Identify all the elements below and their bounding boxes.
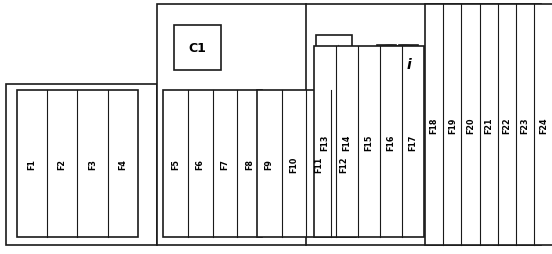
Text: F17: F17 xyxy=(408,134,417,150)
Bar xyxy=(425,5,552,245)
Text: F20: F20 xyxy=(466,117,475,133)
Text: F21: F21 xyxy=(484,117,493,133)
Text: F12: F12 xyxy=(339,156,348,172)
Text: F16: F16 xyxy=(386,134,395,150)
Bar xyxy=(316,36,352,102)
Text: F10: F10 xyxy=(289,156,299,172)
Text: F9: F9 xyxy=(264,158,274,169)
Text: F1: F1 xyxy=(27,158,36,169)
Text: F8: F8 xyxy=(245,158,254,169)
Text: F6: F6 xyxy=(195,158,205,169)
Bar xyxy=(257,90,356,237)
Text: F13: F13 xyxy=(320,134,329,150)
Bar xyxy=(163,90,262,237)
Text: F7: F7 xyxy=(220,158,230,169)
Text: C1: C1 xyxy=(188,42,206,55)
Text: F24: F24 xyxy=(539,117,548,133)
Bar xyxy=(174,25,221,71)
Text: F5: F5 xyxy=(171,158,180,169)
Text: F19: F19 xyxy=(448,117,457,133)
Bar xyxy=(17,90,138,237)
Text: i: i xyxy=(406,58,411,72)
Text: F3: F3 xyxy=(88,158,97,169)
Bar xyxy=(376,46,396,84)
Text: F11: F11 xyxy=(314,156,323,172)
Text: F4: F4 xyxy=(118,158,128,169)
Bar xyxy=(314,47,424,237)
Bar xyxy=(399,46,418,84)
Text: F23: F23 xyxy=(521,117,530,133)
Bar xyxy=(6,85,157,245)
Text: F14: F14 xyxy=(342,134,351,150)
Text: F2: F2 xyxy=(57,158,67,169)
Text: F15: F15 xyxy=(364,134,373,150)
Polygon shape xyxy=(328,46,339,91)
Text: F18: F18 xyxy=(429,117,439,133)
Bar xyxy=(157,5,541,245)
Text: F22: F22 xyxy=(502,117,512,133)
